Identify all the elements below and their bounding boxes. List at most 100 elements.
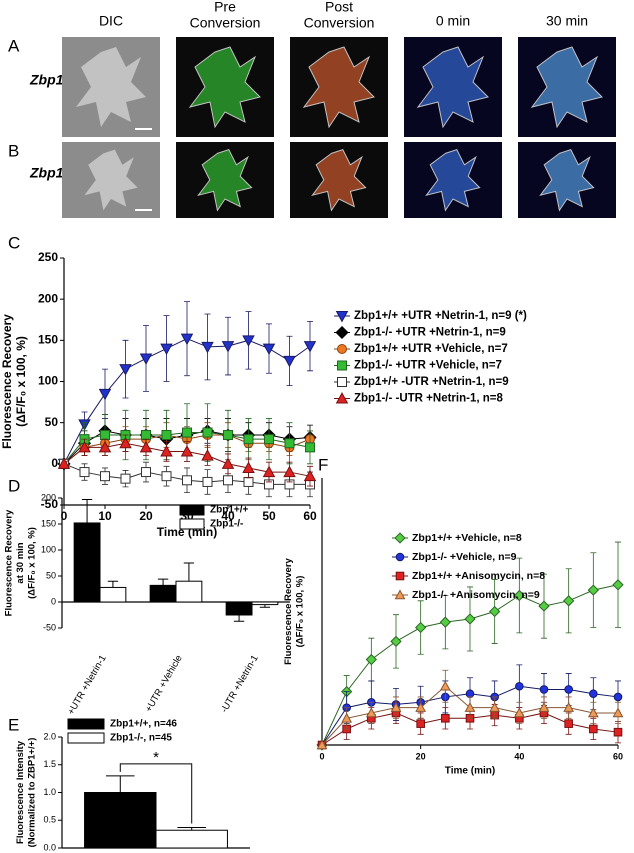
marker (161, 471, 172, 482)
bar (73, 522, 101, 603)
y-axis-label: Fluorescence Recovery (4, 509, 15, 616)
marker (335, 392, 349, 404)
legend-label: Zbp1-/-, n=45 (110, 733, 172, 744)
cell (539, 148, 595, 212)
marker (564, 719, 573, 728)
marker (78, 440, 91, 453)
marker (365, 707, 377, 718)
marker (337, 377, 347, 387)
marker (394, 532, 406, 544)
column-header: Conversion (304, 15, 375, 31)
y-tick-label: 250 (38, 250, 58, 264)
marker (202, 476, 213, 487)
significance-bracket (119, 763, 193, 824)
column-header: DIC (99, 13, 123, 29)
marker (243, 434, 254, 445)
x-tick-label: 0 (61, 509, 68, 523)
marker (613, 692, 623, 702)
marker (563, 595, 575, 607)
panel-letter: F (318, 455, 328, 474)
marker (201, 449, 214, 461)
marker (390, 702, 402, 712)
marker (465, 689, 475, 699)
legend-label: Zbp1+/+ +UTR +Vehicle, n=7 (354, 343, 508, 355)
panel-letter: E (8, 715, 19, 734)
marker (180, 445, 194, 457)
error-bar (105, 775, 135, 793)
marker (141, 467, 151, 478)
marker (283, 465, 296, 478)
panel-letter: C (8, 233, 20, 252)
error-bar (107, 580, 119, 588)
marker (439, 680, 451, 691)
y-tick-label: 100 (38, 374, 58, 388)
bar (84, 792, 157, 849)
marker (182, 475, 192, 486)
cell (197, 148, 253, 212)
marker (613, 727, 623, 737)
marker (262, 343, 276, 356)
bar (251, 601, 279, 606)
legend-label: Zbp1-/- +Anisomycin, n=9 (412, 589, 540, 601)
marker (416, 719, 425, 728)
x-tick-label: 20 (139, 509, 153, 523)
legend-label: Zbp1+/+ -UTR +Netrin-1, n=9 (354, 376, 509, 388)
x-tick-label: 60 (303, 509, 317, 523)
legend-label: Zbp1-/- -UTR +Netrin-1, n=8 (354, 393, 503, 405)
bar (149, 584, 177, 603)
marker (284, 438, 295, 449)
marker (439, 616, 451, 628)
y-axis-label: (ΔF/F₀ x 100, %) (27, 527, 38, 599)
marker (100, 430, 110, 441)
error-bar (157, 578, 169, 586)
marker (589, 689, 598, 699)
y-tick-label: 0.0 (43, 842, 56, 852)
panel-letter: A (8, 36, 20, 55)
marker (57, 457, 71, 469)
y-tick-label: 0 (51, 456, 58, 470)
marker (539, 685, 549, 694)
bar (99, 586, 127, 603)
y-axis-label: (Normalized to ZBP1+/+) (27, 738, 38, 848)
marker (415, 702, 427, 712)
marker (489, 702, 501, 712)
error-bar (183, 562, 195, 582)
y-tick-label: 150 (41, 518, 56, 528)
legend-label: Zbp1-/- +UTR +Vehicle, n=7 (354, 360, 502, 372)
marker (139, 440, 153, 453)
marker (489, 605, 501, 618)
marker (515, 681, 524, 691)
cell (530, 46, 603, 129)
marker (538, 600, 550, 612)
marker (79, 467, 90, 478)
marker (415, 621, 427, 634)
bar (225, 601, 253, 616)
legend-swatch (179, 504, 205, 516)
significance-label: * (153, 749, 159, 766)
marker (563, 702, 575, 712)
marker (441, 714, 450, 723)
marker (395, 571, 405, 581)
marker (513, 707, 525, 718)
marker (180, 333, 194, 346)
column-header: Pre (214, 0, 236, 15)
marker (305, 442, 315, 453)
legend-swatch (179, 518, 205, 530)
marker (335, 311, 349, 323)
y-tick-label: 1.0 (43, 787, 56, 797)
y-tick-label: 0.5 (43, 815, 56, 825)
legend-label: Zbp1-/- +UTR +Netrin-1, n=9 (354, 327, 506, 339)
x-tick-label: -UTR +Netrin-1 (219, 653, 261, 715)
x-tick-label: 60 (613, 751, 623, 761)
marker (390, 635, 402, 648)
y-tick-label: 1.5 (43, 759, 56, 769)
bar (175, 580, 203, 603)
error-bar (233, 615, 245, 622)
x-tick-label: 10 (98, 509, 112, 523)
marker (538, 702, 550, 712)
marker (242, 335, 255, 347)
y-axis-label: (ΔF/F₀ x 100, %) (295, 576, 306, 648)
legend-swatch (67, 718, 105, 730)
x-tick-label: 0 (319, 751, 324, 761)
